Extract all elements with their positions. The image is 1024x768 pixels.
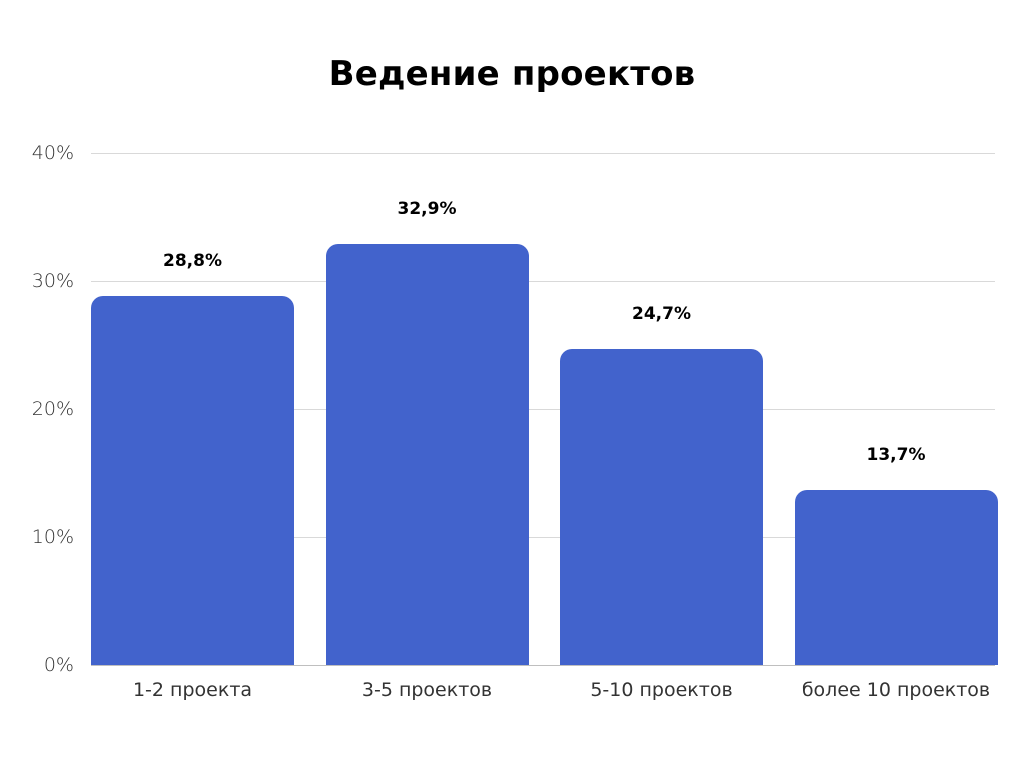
bar	[91, 296, 294, 665]
x-axis-baseline	[91, 665, 995, 666]
x-tick-label: 1-2 проекта	[132, 679, 253, 701]
plot-area: 28,8% 32,9% 24,7% 13,7%	[91, 153, 998, 666]
gridline	[91, 409, 995, 410]
x-tick-label: 3-5 проектов	[361, 679, 493, 701]
chart-title: Ведение проектов	[328, 54, 696, 94]
bar-value-label: 24,7%	[632, 303, 691, 324]
gridline	[91, 281, 995, 282]
x-tick-label: 5-10 проектов	[590, 679, 733, 701]
y-tick-label: 30%	[31, 270, 74, 292]
bar-value-label: 13,7%	[866, 444, 926, 465]
bar-value-label: 28,8%	[163, 251, 222, 272]
y-tick-label: 40%	[31, 142, 74, 164]
x-tick-label: более 10 проектов	[801, 679, 991, 701]
y-tick-label: 10%	[31, 526, 74, 548]
gridline	[91, 153, 995, 154]
bar	[794, 489, 998, 665]
y-tick-label: 20%	[31, 398, 74, 420]
bar-value-label: 32,9%	[397, 198, 457, 219]
y-tick-label: 0%	[43, 654, 74, 676]
bar	[560, 348, 763, 665]
gridline	[91, 537, 995, 538]
bar	[325, 243, 529, 665]
